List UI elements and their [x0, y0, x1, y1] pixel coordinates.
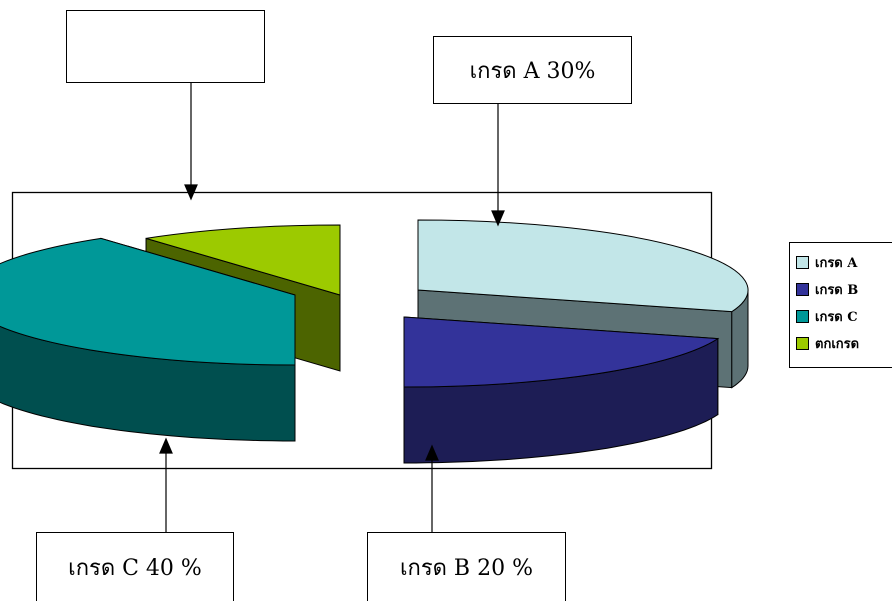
- arrowhead-callout-c: [159, 437, 173, 454]
- legend-swatch-grade-a: [796, 255, 809, 269]
- pie-slice-grade-b: [403, 316, 720, 388]
- callout-grade-a-label: เกรด A 30%: [469, 58, 596, 84]
- arrowhead-callout-a: [491, 210, 505, 227]
- pie-slice-fail: [145, 224, 341, 296]
- legend-item-grade-c: เกรด C: [796, 306, 858, 326]
- legend-swatch-grade-c: [796, 309, 809, 323]
- legend-label-fail: ตกเกรด: [815, 336, 860, 352]
- pie-slice-grade-c: [0, 237, 296, 366]
- pie-slices: [0, 219, 749, 464]
- arrowhead-callout-b: [425, 444, 439, 461]
- callout-grade-b: เกรด B 20 %: [367, 532, 566, 601]
- pie-slice-grade-a: [417, 219, 749, 313]
- empty-callout-box: [66, 10, 265, 83]
- legend-swatch-fail: [796, 336, 809, 350]
- callout-grade-c: เกรด C 40 %: [36, 532, 234, 601]
- callout-grade-a: เกรด A 30%: [433, 36, 632, 104]
- legend-item-fail: ตกเกรด: [796, 333, 859, 353]
- connector-arrows: [159, 83, 505, 532]
- callout-grade-c-label: เกรด C 40 %: [68, 555, 202, 581]
- legend-label-grade-b: เกรด B: [815, 282, 859, 298]
- legend-label-grade-c: เกรด C: [815, 309, 858, 325]
- chart-legend: เกรด A เกรด B เกรด C ตกเกรด: [789, 242, 892, 368]
- callout-grade-b-label: เกรด B 20 %: [400, 555, 533, 581]
- legend-label-grade-a: เกรด A: [815, 255, 858, 271]
- legend-item-grade-b: เกรด B: [796, 279, 858, 299]
- legend-item-grade-a: เกรด A: [796, 252, 857, 272]
- arrowhead-empty-callout: [184, 184, 198, 201]
- legend-swatch-grade-b: [796, 282, 809, 296]
